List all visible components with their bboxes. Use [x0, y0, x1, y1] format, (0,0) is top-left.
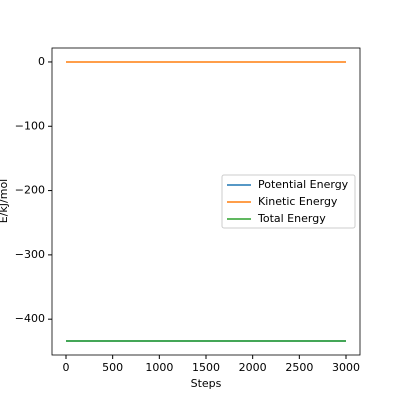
legend-label: Potential Energy — [258, 178, 349, 191]
x-tick-label: 500 — [102, 361, 123, 374]
legend-box — [221, 174, 356, 229]
y-tick-label: 0 — [38, 55, 45, 68]
plot-frame — [51, 47, 361, 356]
y-tick-label: −100 — [15, 119, 45, 132]
x-axis-label: Steps — [191, 377, 222, 390]
y-tick-label: −200 — [15, 184, 45, 197]
y-tick-label: −400 — [15, 312, 45, 325]
x-tick-label: 2500 — [285, 361, 313, 374]
x-tick-label: 1000 — [145, 361, 173, 374]
legend-label: Total Energy — [257, 212, 326, 225]
y-tick-label: −300 — [15, 248, 45, 261]
x-tick-label: 2000 — [239, 361, 267, 374]
y-axis-label: E/kJ/mol — [0, 179, 10, 223]
x-tick-label: 1500 — [192, 361, 220, 374]
x-tick-label: 3000 — [332, 361, 360, 374]
x-tick-label: 0 — [63, 361, 70, 374]
legend-label: Kinetic Energy — [258, 195, 338, 208]
